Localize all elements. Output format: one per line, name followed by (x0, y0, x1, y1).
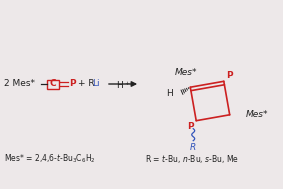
Text: R = $t$-Bu, $n$-Bu, $s$-Bu, Me: R = $t$-Bu, $n$-Bu, $s$-Bu, Me (145, 153, 239, 165)
Text: P: P (226, 71, 232, 80)
Text: P: P (69, 80, 76, 88)
Text: Mes*: Mes* (246, 110, 268, 119)
Text: Li: Li (92, 80, 100, 88)
Text: H: H (167, 89, 173, 98)
Text: Mes*: Mes* (175, 68, 198, 77)
Text: P: P (188, 122, 194, 131)
Text: H$^+$: H$^+$ (116, 79, 130, 91)
Text: Mes* = 2,4,6-$t$-Bu$_3$C$_6$H$_2$: Mes* = 2,4,6-$t$-Bu$_3$C$_6$H$_2$ (4, 153, 96, 165)
Text: R: R (190, 143, 196, 152)
Text: 2 Mes*: 2 Mes* (4, 80, 35, 88)
Text: + R: + R (78, 80, 95, 88)
Text: C: C (50, 80, 56, 88)
